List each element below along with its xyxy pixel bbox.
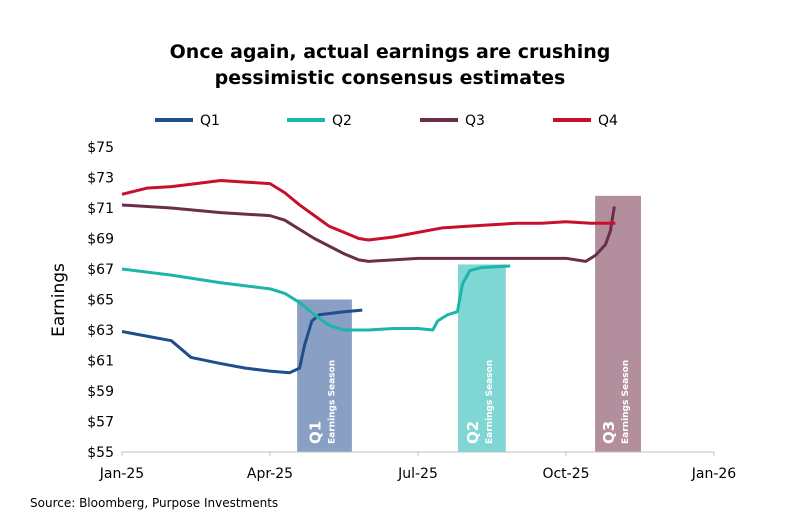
y-tick-label: $69	[87, 232, 114, 248]
y-tick-label: $75	[87, 140, 114, 156]
y-tick-label: $55	[87, 445, 114, 461]
series-line	[121, 179, 616, 242]
legend-label: Q3	[465, 113, 485, 129]
y-axis-label: Earnings	[49, 263, 69, 337]
band-sublabel: Earnings Season	[621, 360, 631, 444]
y-tick-label: $63	[87, 323, 114, 339]
band-label: Q3	[600, 421, 618, 444]
legend-item: Q4	[553, 113, 618, 129]
x-tick-label: Oct-25	[542, 466, 589, 482]
y-tick-label: $65	[87, 293, 114, 309]
legend-item: Q3	[420, 113, 485, 129]
band-label: Q1	[307, 421, 325, 444]
y-tick-label: $71	[87, 201, 114, 217]
band-sublabel: Earnings Season	[328, 360, 338, 444]
earnings-season-band	[595, 195, 641, 453]
chart-title: Once again, actual earnings are crushing	[170, 41, 611, 63]
x-tick-label: Jan-26	[691, 466, 737, 482]
earnings-season-band	[457, 264, 506, 452]
legend-item: Q1	[155, 113, 220, 129]
chart-subtitle: pessimistic consensus estimates	[215, 67, 566, 89]
source: Source: Bloomberg, Purpose Investments	[30, 496, 278, 510]
y-tick-label: $61	[87, 354, 114, 370]
series-line	[121, 264, 511, 332]
y-tick-label: $59	[87, 384, 114, 400]
earnings-season-band	[297, 299, 352, 452]
x-tick-label: Jul-25	[397, 466, 438, 482]
legend-item: Q2	[287, 113, 352, 129]
band-sublabel: Earnings Season	[485, 360, 495, 444]
y-tick-label: $73	[87, 171, 114, 187]
band-label: Q2	[464, 421, 482, 444]
x-tick-label: Jan-25	[99, 466, 144, 482]
legend-label: Q4	[598, 113, 618, 129]
legend-label: Q2	[332, 113, 352, 129]
y-tick-label: $67	[87, 262, 114, 278]
y-tick-label: $57	[87, 415, 114, 431]
legend-label: Q1	[200, 113, 220, 129]
series-line	[121, 203, 616, 263]
x-tick-label: Apr-25	[247, 466, 293, 482]
